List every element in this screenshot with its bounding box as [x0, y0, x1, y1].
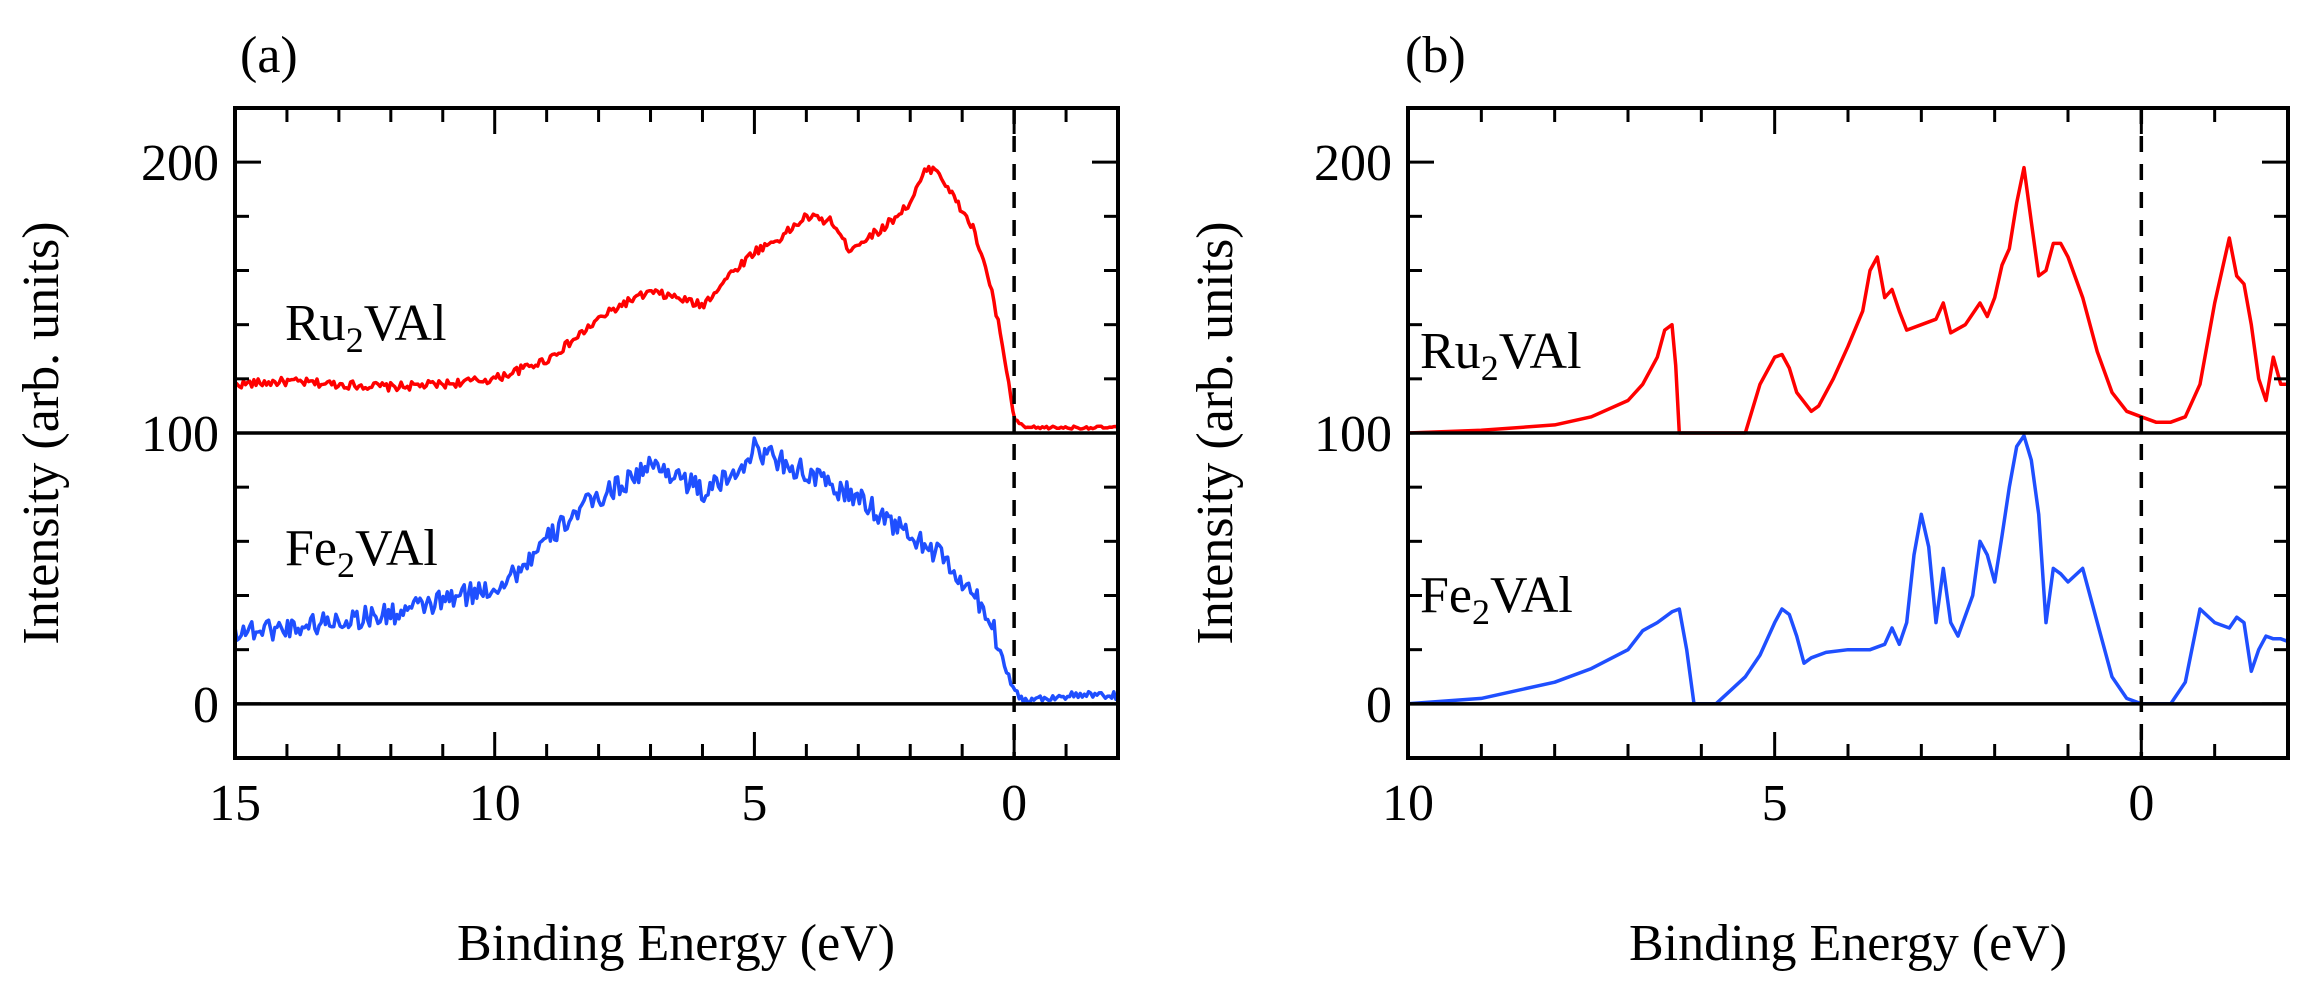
y-tick-label: 0 [193, 677, 219, 734]
x-tick-label: 0 [1001, 775, 1027, 832]
panel-b-series-label-fe2val: Fe2VAl [1420, 567, 1573, 632]
x-tick-label: 0 [2128, 775, 2154, 832]
panel-a-series-label-fe2val: Fe2VAl [285, 520, 438, 585]
x-tick-label: 10 [469, 775, 521, 832]
series-line-ru2val [1407, 165, 2288, 435]
panel-a-ylabel: Intensity (arb. units) [13, 221, 70, 644]
panel-a-series-label-ru2val: Ru2VAl [285, 295, 447, 360]
panel-a-label: (a) [240, 27, 298, 84]
panel-a-xlabel: Binding Energy (eV) [457, 915, 895, 972]
y-tick-label: 200 [1314, 135, 1392, 192]
panel-b: (b) 10 5 0 0 100 200 Intensity (arb. units) B… [1187, 27, 2290, 972]
panel-b-ylabel: Intensity (arb. units) [1187, 221, 1244, 644]
panel-b-series-label-ru2val: Ru2VAl [1420, 323, 1582, 388]
panel-b-label: (b) [1405, 27, 1466, 84]
y-tick-label: 0 [1366, 677, 1392, 734]
y-tick-label: 100 [1314, 406, 1392, 463]
y-tick-label: 200 [141, 135, 219, 192]
panel-a: (a) 15 10 5 0 0 100 200 Intensity (arb. units)… [13, 27, 1120, 972]
series-line-fe2val [233, 436, 1120, 705]
series-line-ru2val [233, 164, 1120, 431]
x-tick-label: 5 [741, 775, 767, 832]
x-tick-label: 5 [1762, 775, 1788, 832]
x-tick-label: 15 [209, 775, 261, 832]
y-tick-label: 100 [141, 406, 219, 463]
x-tick-label: 10 [1382, 775, 1434, 832]
panel-b-xlabel: Binding Energy (eV) [1629, 915, 2067, 972]
